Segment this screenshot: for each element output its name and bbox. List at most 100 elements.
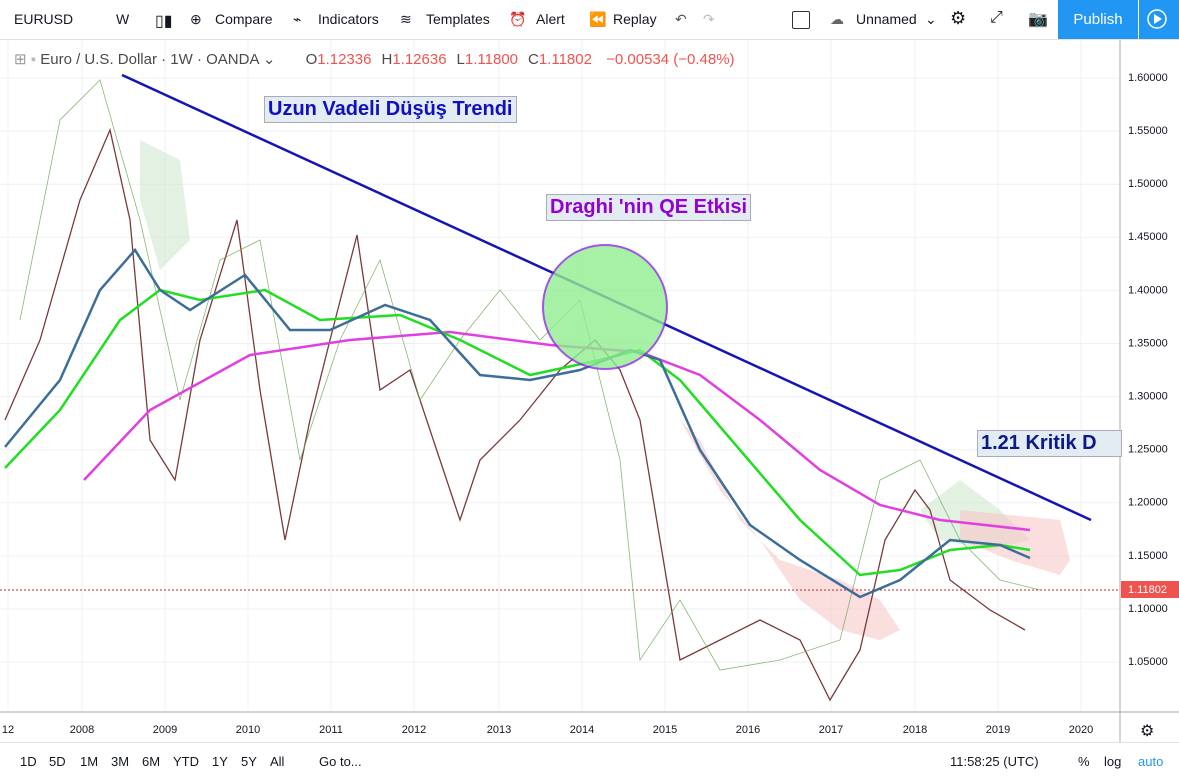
fullscreen[interactable]: ⤢ [990, 9, 1003, 26]
price-tick-label: 1.20000 [1128, 497, 1168, 509]
legend-title: Euro / U.S. Dollar · 1W · OANDA [40, 51, 259, 68]
legend-arrow[interactable]: ⌄ [262, 51, 276, 68]
time-tick-label: 2011 [319, 724, 343, 736]
range-button[interactable]: 1D [20, 754, 37, 769]
time-tick-label: 2020 [1069, 724, 1093, 736]
time-tick-label: 2016 [736, 724, 760, 736]
time-tick-label: 12 [2, 724, 14, 736]
chart-type-icon[interactable]: ▯▮ [155, 13, 173, 30]
price-tick-label: 1.40000 [1128, 284, 1168, 296]
time-tick-label: 2012 [402, 724, 426, 736]
price-tick-label: 1.45000 [1128, 231, 1168, 243]
price-line [4, 127, 1026, 702]
alert-button[interactable]: Alert [536, 11, 565, 27]
last-price-label: 1.11802 [1128, 584, 1167, 596]
range-button[interactable]: 3M [111, 754, 130, 769]
play-button[interactable] [1139, 0, 1179, 39]
range-button[interactable]: 5Y [241, 754, 257, 769]
templates-button[interactable]: Templates [426, 11, 490, 27]
price-tick-label: 1.15000 [1128, 550, 1168, 562]
replay-button[interactable]: Replay [613, 11, 657, 27]
ma-green [4, 288, 1031, 577]
time-tick-label: 2010 [236, 724, 260, 736]
snapshot[interactable]: 📷 [1028, 11, 1048, 28]
settings[interactable]: ⚙ [950, 8, 967, 28]
goto[interactable]: Go to... [319, 754, 362, 769]
price-tick-label: 1.10000 [1128, 603, 1168, 615]
time-tick-label: 2015 [653, 724, 677, 736]
interval[interactable]: W [116, 11, 130, 27]
range-button[interactable]: YTD [173, 754, 199, 769]
cloud-icon: ☁ [830, 11, 844, 27]
lagging-span [19, 79, 1041, 671]
ohlc-label: L [456, 51, 465, 68]
fullscreen-box[interactable] [792, 11, 810, 29]
clock: 11:58:25 (UTC) [950, 754, 1039, 769]
legend-toggle[interactable]: ⊞ [14, 51, 27, 68]
price-tick-label: 1.30000 [1128, 391, 1168, 403]
play-icon [1147, 9, 1167, 29]
ohlc-label: H [381, 51, 393, 68]
indicators-icon: ⌁ [293, 11, 302, 27]
ohlc: O1.12336 H1.12636 L1.11800 C1.11802 [306, 51, 602, 68]
time-tick-label: 2013 [487, 724, 511, 736]
legend: ⊞ ▪ Euro / U.S. Dollar · 1W · OANDA ⌄ O1… [14, 50, 735, 68]
change: −0.00534 (−0.48%) [606, 51, 735, 68]
price-tick-label: 1.25000 [1128, 444, 1168, 456]
publish-button[interactable]: Publish [1058, 0, 1138, 39]
price-tick-label: 1.05000 [1128, 656, 1168, 668]
layout-name[interactable]: Unnamed [856, 11, 917, 27]
scale-toggle[interactable]: % [1078, 754, 1090, 769]
ohlc-value: 1.11802 [538, 51, 592, 68]
ma-blue [4, 247, 1031, 599]
price-tick-label: 1.60000 [1128, 72, 1168, 84]
range-button[interactable]: 5D [49, 754, 66, 769]
price-tick-label: 1.35000 [1128, 337, 1168, 349]
range-button[interactable]: All [270, 754, 285, 769]
layout-arrow[interactable]: ⌄ [925, 11, 937, 27]
scale-toggle[interactable]: log [1104, 754, 1122, 769]
time-tick-label: 2008 [70, 724, 94, 736]
time-tick-label: 2009 [153, 724, 177, 736]
legend-icon: ▪ [30, 51, 37, 68]
ohlc-item: C1.11802 [528, 51, 592, 68]
ohlc-value: 1.11800 [464, 51, 518, 68]
chart-area: 1.11802 ⚙ 1.60000 1.55000 1.50000 1.45000 1.… [0, 40, 1179, 742]
last-price-tag [1121, 581, 1179, 598]
toolbar: EURUSD W ▯▮ ⊕ Compare ⌁ Indicators ≋ Tem… [0, 0, 1179, 40]
time-tick-label: 2019 [986, 724, 1010, 736]
undo[interactable]: ↶ [675, 11, 687, 27]
compare-button[interactable]: Compare [215, 11, 273, 27]
range-button[interactable]: 1Y [212, 754, 228, 769]
ma-magenta [83, 330, 1031, 532]
axis-settings[interactable]: ⚙ [1140, 723, 1154, 740]
alert-icon: ⏰ [509, 11, 527, 27]
ohlc-item: O1.12336 [306, 51, 372, 68]
annotation: Uzun Vadeli Düşüş Trendi [264, 96, 517, 123]
ohlc-value: 1.12636 [392, 51, 447, 68]
range-button[interactable]: 6M [142, 754, 161, 769]
compare-icon: ⊕ [190, 11, 202, 27]
grid [0, 40, 1120, 712]
annotation: 1.21 Kritik D [977, 430, 1122, 457]
bottom-bar: 1D 5D 1M 3M 6M YTD 1Y 5Y All Go to... 11:58:25 (… [0, 742, 1179, 780]
range-button[interactable]: 1M [80, 754, 99, 769]
price-tick-label: 1.50000 [1128, 178, 1168, 190]
indicators-button[interactable]: Indicators [318, 11, 379, 27]
scale-toggle[interactable]: auto [1138, 754, 1164, 769]
redo[interactable]: ↷ [703, 11, 715, 27]
ohlc-item: L1.11800 [457, 51, 518, 68]
time-tick-label: 2014 [570, 724, 594, 736]
price-tick-label: 1.55000 [1128, 125, 1168, 137]
ohlc-value: 1.12336 [317, 51, 372, 68]
ohlc-item: H1.12636 [381, 51, 446, 68]
ohlc-label: O [305, 51, 318, 68]
qe-circle [542, 244, 668, 370]
time-tick-label: 2018 [903, 724, 927, 736]
time-tick-label: 2017 [819, 724, 843, 736]
symbol[interactable]: EURUSD [14, 11, 74, 27]
annotation: Draghi 'nin QE Etkisi [546, 194, 752, 221]
ohlc-label: C [528, 51, 539, 68]
templates-icon: ≋ [400, 11, 412, 27]
